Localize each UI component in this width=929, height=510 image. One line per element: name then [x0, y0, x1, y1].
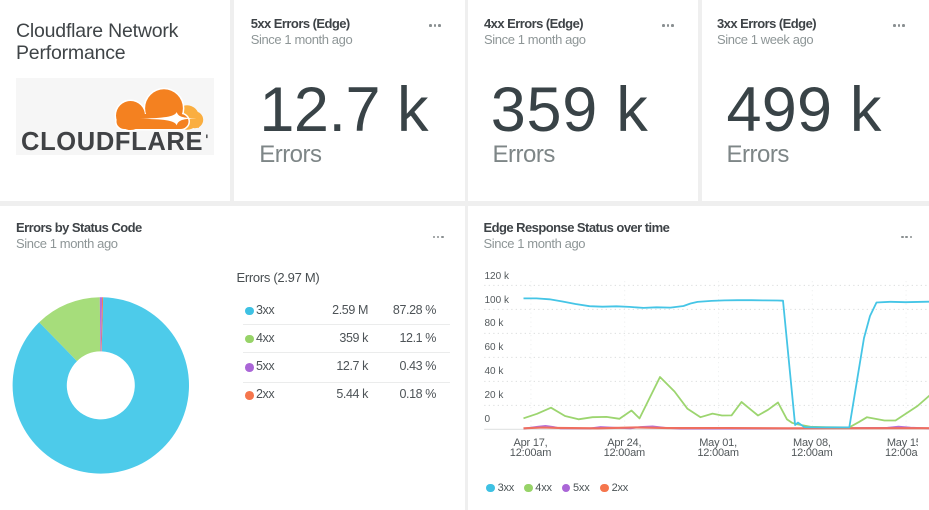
svg-text:CLOUDFLARE: CLOUDFLARE: [21, 128, 203, 155]
